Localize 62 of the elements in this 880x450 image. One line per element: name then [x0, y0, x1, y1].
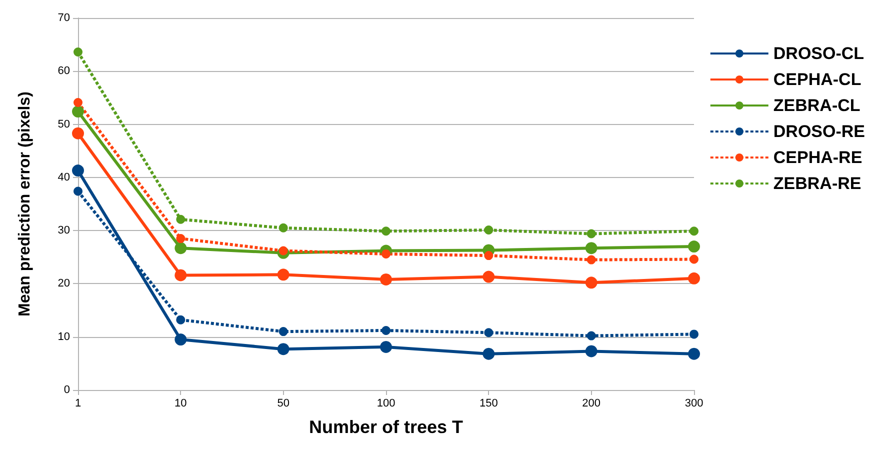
point — [382, 326, 390, 335]
y-tick-label: 70 — [58, 12, 70, 24]
point — [380, 340, 392, 353]
y-tick-label: 40 — [58, 171, 70, 184]
point — [585, 242, 598, 254]
point — [176, 214, 186, 224]
y-tick-label: 20 — [58, 278, 70, 290]
y-tick-label: 50 — [58, 118, 70, 130]
point — [278, 223, 288, 232]
legend-label: ZEBRA-CL — [773, 96, 860, 115]
point — [174, 334, 187, 346]
y-tick-label: 60 — [58, 65, 70, 78]
x-tick-label: 150 — [479, 398, 498, 410]
point — [277, 343, 290, 356]
y-tick-label: 30 — [58, 224, 70, 237]
point — [74, 186, 82, 196]
point — [586, 229, 596, 238]
point — [380, 273, 392, 286]
point — [484, 251, 494, 260]
point — [482, 348, 495, 360]
legend-label: DROSO-CL — [773, 44, 864, 63]
x-tick-label: 50 — [277, 398, 290, 410]
point — [278, 327, 288, 336]
point — [74, 48, 82, 57]
point — [484, 328, 494, 338]
point — [174, 269, 187, 282]
point — [176, 234, 186, 244]
legend-label: CEPHA-CL — [773, 70, 862, 89]
point — [585, 276, 598, 289]
point — [484, 226, 494, 235]
point — [690, 254, 698, 264]
point — [382, 249, 390, 258]
point — [74, 98, 82, 107]
x-tick-label: 300 — [684, 398, 704, 410]
legend-label: ZEBRA-RE — [773, 174, 862, 193]
x-tick-label: 1 — [74, 398, 82, 410]
legend-label: CEPHA-RE — [773, 148, 862, 167]
point — [585, 345, 598, 358]
point — [278, 246, 288, 256]
legend-label: DROSO-RE — [773, 122, 866, 141]
point — [688, 240, 700, 253]
y-tick-label: 10 — [58, 330, 70, 343]
point — [690, 226, 698, 236]
x-axis-title: Number of trees T — [308, 417, 464, 437]
x-tick-label: 200 — [582, 398, 601, 410]
point — [174, 242, 187, 254]
point — [690, 330, 698, 339]
point — [688, 348, 700, 360]
point — [72, 106, 84, 118]
point — [176, 315, 186, 324]
point — [277, 268, 290, 281]
point — [72, 127, 84, 140]
x-tick-label: 10 — [174, 398, 187, 410]
point — [482, 270, 495, 283]
y-tick-label: 0 — [64, 384, 70, 396]
point — [586, 255, 596, 264]
point — [688, 272, 700, 284]
point — [382, 226, 390, 236]
y-axis-title: Mean prediction error (pixels) — [16, 92, 34, 316]
x-tick-label: 100 — [376, 398, 396, 410]
point — [72, 164, 84, 177]
point — [586, 331, 596, 340]
